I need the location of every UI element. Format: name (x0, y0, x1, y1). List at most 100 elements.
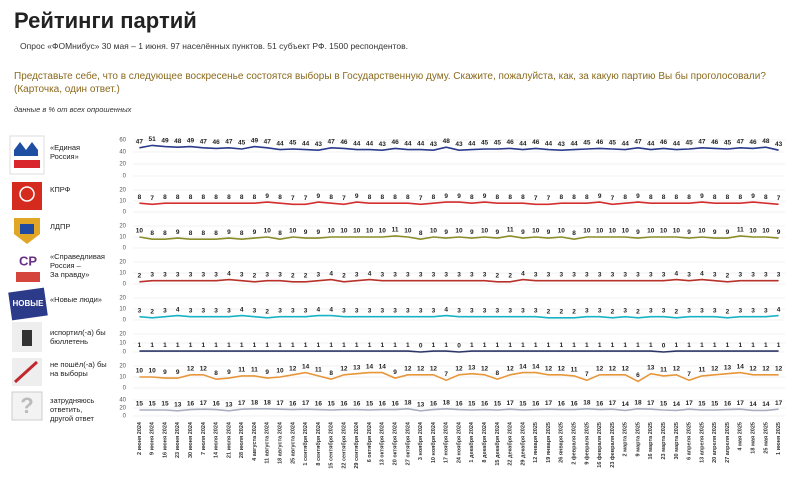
data-label: 10 (340, 228, 348, 235)
data-label: 11 (238, 367, 245, 374)
data-label: 8 (419, 230, 423, 237)
data-label: 8 (662, 194, 666, 201)
data-label: 9 (265, 193, 269, 200)
data-label: 47 (200, 139, 208, 146)
data-label: 11 (251, 367, 258, 374)
x-tick-label: 7 июля 2024 (201, 421, 207, 455)
y-tick-label: 0 (123, 318, 127, 324)
x-tick-label: 16 июня 2024 (162, 421, 168, 458)
x-tick-label: 29 сентября 2024 (353, 421, 360, 469)
x-tick-label: 28 июля 2024 (239, 421, 245, 458)
data-label: 3 (432, 307, 436, 314)
data-label: 8 (572, 230, 576, 237)
data-label: 4 (329, 270, 333, 277)
data-label: 9 (355, 193, 359, 200)
data-label: 3 (227, 307, 231, 314)
data-label: 8 (432, 194, 436, 201)
data-label: 3 (598, 307, 602, 314)
data-label: 14 (532, 363, 540, 370)
data-label: 2 (559, 309, 563, 316)
data-label: 3 (457, 271, 461, 278)
x-tick-label: 1 июня 2025 (776, 422, 782, 455)
data-label: 1 (636, 342, 640, 349)
data-label: 15 (366, 401, 374, 408)
data-label: 13 (468, 364, 476, 371)
data-label: 14 (302, 363, 310, 370)
data-label: 11 (315, 367, 322, 374)
data-label: 9 (751, 193, 755, 200)
data-label: 8 (713, 194, 717, 201)
data-label: 10 (660, 228, 668, 235)
data-label: 3 (304, 307, 308, 314)
data-label: 2 (342, 273, 346, 280)
data-label: 2 (508, 273, 512, 280)
data-label: 44 (519, 140, 527, 147)
data-label: 48 (762, 138, 770, 145)
data-label: 3 (355, 307, 359, 314)
data-label: 3 (572, 271, 576, 278)
x-tick-label: 22 сентября 2024 (340, 421, 347, 469)
x-tick-label: 30 марта 2025 (674, 422, 680, 460)
data-label: 1 (227, 342, 231, 349)
x-tick-label: 3 ноября 2024 (417, 421, 424, 460)
data-label: 7 (419, 195, 423, 202)
data-label: 44 (276, 140, 284, 147)
data-label: 2 (572, 309, 576, 316)
data-label: 3 (278, 307, 282, 314)
data-label: 3 (253, 307, 257, 314)
data-label: 3 (751, 271, 755, 278)
data-label: 17 (276, 400, 284, 407)
data-label: 9 (547, 229, 551, 236)
data-label: 11 (660, 367, 667, 374)
series-line (139, 407, 779, 412)
data-label: 8 (572, 194, 576, 201)
data-label: 10 (136, 368, 144, 375)
data-label: 47 (225, 139, 233, 146)
y-tick-label: 20 (119, 224, 126, 230)
data-label: 3 (534, 307, 538, 314)
data-label: 18 (251, 400, 259, 407)
y-tick-label: 0 (123, 282, 127, 288)
data-label: 3 (138, 307, 142, 314)
data-label: 17 (302, 400, 310, 407)
data-label: 1 (777, 342, 781, 349)
data-label: 49 (161, 137, 169, 144)
data-label: 16 (315, 400, 323, 407)
data-label: 15 (136, 401, 144, 408)
data-label: 3 (470, 271, 474, 278)
data-label: 7 (585, 371, 589, 378)
data-label: 16 (289, 400, 297, 407)
series-line (139, 371, 779, 383)
data-label: 44 (468, 140, 476, 147)
data-label: 3 (662, 307, 666, 314)
y-tick-label: 0 (123, 350, 127, 356)
data-label: 12 (507, 366, 515, 373)
data-label: 1 (406, 342, 410, 349)
data-label: 11 (392, 227, 399, 234)
data-label: 15 (494, 401, 502, 408)
data-label: 12 (622, 366, 630, 373)
data-label: 7 (534, 195, 538, 202)
data-label: 3 (380, 307, 384, 314)
data-label: 12 (762, 366, 770, 373)
data-label: 8 (687, 194, 691, 201)
data-label: 10 (698, 228, 706, 235)
data-label: 15 (519, 401, 527, 408)
data-label: 3 (406, 307, 410, 314)
data-label: 17 (647, 400, 655, 407)
data-label: 7 (611, 195, 615, 202)
x-tick-label: 16 февраля 2025 (596, 422, 603, 468)
data-label: 14 (762, 401, 770, 408)
data-label: 7 (291, 195, 295, 202)
data-label: 44 (417, 140, 425, 147)
data-label: 46 (596, 139, 604, 146)
data-label: 43 (558, 141, 566, 148)
x-tick-label: 20 октября 2024 (392, 421, 399, 465)
data-label: 18 (443, 400, 451, 407)
data-label: 14 (379, 363, 387, 370)
series-line (139, 235, 779, 241)
data-label: 8 (585, 194, 589, 201)
data-label: 45 (583, 140, 591, 147)
data-label: 1 (508, 342, 512, 349)
